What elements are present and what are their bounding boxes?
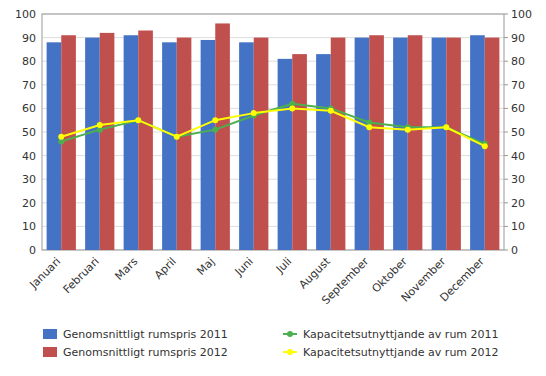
y2-tick-label: 30 bbox=[511, 173, 525, 186]
y-tick-label: 40 bbox=[22, 150, 36, 163]
legend-swatch bbox=[43, 329, 57, 339]
line bbox=[61, 104, 485, 144]
line-marker bbox=[58, 134, 64, 140]
bar bbox=[239, 42, 254, 250]
y2-tick-label: 40 bbox=[511, 150, 525, 163]
y-tick-label: 20 bbox=[22, 197, 36, 210]
y2-tick bbox=[504, 37, 508, 38]
x-tick-label: Juli bbox=[273, 255, 294, 276]
y2-tick-label: 60 bbox=[511, 102, 525, 115]
bar-series bbox=[61, 23, 499, 250]
legend-label: Kapacitetsutnyttjande av rum 2011 bbox=[303, 328, 499, 341]
line-marker bbox=[443, 124, 449, 130]
line-marker bbox=[135, 117, 141, 123]
y-tick-label: 70 bbox=[22, 79, 36, 92]
bar bbox=[100, 33, 115, 250]
bar bbox=[201, 40, 216, 250]
chart-container: 0 10 20 30 40 50 60 70 80 90 100 0 10 20 30 40 50 60 70 80 9… bbox=[0, 0, 546, 376]
line-marker bbox=[405, 127, 411, 133]
line-marker bbox=[366, 124, 372, 130]
line-marker bbox=[135, 117, 141, 123]
legend-swatch bbox=[43, 347, 57, 357]
y2-tick bbox=[504, 155, 508, 156]
legend-label: Genomsnittligt rumspris 2012 bbox=[63, 346, 228, 359]
bar bbox=[47, 42, 62, 250]
bar bbox=[162, 42, 177, 250]
bar bbox=[393, 38, 408, 250]
y-tick-label: 60 bbox=[22, 102, 36, 115]
y2-tick bbox=[504, 132, 508, 133]
y-tick-label: 90 bbox=[22, 32, 36, 45]
line-marker bbox=[212, 127, 218, 133]
line-marker bbox=[174, 134, 180, 140]
line bbox=[61, 108, 485, 146]
x-tick-label: September bbox=[319, 255, 372, 308]
bar bbox=[316, 54, 331, 250]
line-marker bbox=[289, 105, 295, 111]
line-marker bbox=[443, 124, 449, 130]
x-tick-label: Januari bbox=[26, 255, 63, 292]
bar bbox=[432, 38, 447, 250]
bar bbox=[215, 23, 230, 250]
bar bbox=[292, 54, 307, 250]
x-tick-label: August bbox=[296, 254, 333, 291]
y2-tick bbox=[504, 108, 508, 109]
y2-tick-label: 50 bbox=[511, 126, 525, 139]
grid bbox=[42, 14, 504, 250]
y2-tick-label: 0 bbox=[511, 244, 518, 257]
legend-label: Kapacitetsutnyttjande av rum 2012 bbox=[303, 346, 499, 359]
y2-tick-label: 90 bbox=[511, 32, 525, 45]
y2-tick-label: 80 bbox=[511, 55, 525, 68]
legend-swatch bbox=[287, 331, 293, 337]
line-marker bbox=[251, 110, 257, 116]
bar bbox=[278, 59, 293, 250]
y2-tick-label: 100 bbox=[511, 8, 532, 21]
bar bbox=[369, 35, 384, 250]
legend: Genomsnittligt rumspris 2011 Genomsnittli… bbox=[43, 328, 499, 359]
bar bbox=[446, 38, 461, 250]
x-tick-label: Juni bbox=[232, 255, 256, 279]
y2-tick bbox=[504, 226, 508, 227]
y-tick-label: 30 bbox=[22, 173, 36, 186]
bar bbox=[355, 38, 370, 250]
bar bbox=[331, 38, 346, 250]
x-tick-label: December bbox=[437, 255, 487, 305]
bar bbox=[408, 35, 423, 250]
line-series bbox=[58, 101, 488, 147]
legend-label: Genomsnittligt rumspris 2011 bbox=[63, 328, 228, 341]
x-tick-label: Mars bbox=[112, 255, 140, 283]
y-tick-label: 0 bbox=[29, 244, 36, 257]
y2-tick-label: 20 bbox=[511, 197, 525, 210]
y-tick-label: 100 bbox=[15, 8, 36, 21]
x-tick-label: April bbox=[152, 255, 179, 282]
y2-tick-label: 10 bbox=[511, 220, 525, 233]
bar bbox=[138, 31, 153, 250]
y2-tick bbox=[504, 61, 508, 62]
line-marker bbox=[328, 108, 334, 114]
y2-tick bbox=[504, 14, 508, 15]
x-tick-label: Maj bbox=[195, 255, 218, 278]
y2-tick bbox=[504, 179, 508, 180]
y2-tick-label: 70 bbox=[511, 79, 525, 92]
x-tick-label: Februari bbox=[61, 255, 102, 296]
plot-frame bbox=[42, 14, 504, 250]
y2-tick bbox=[504, 84, 508, 85]
marks bbox=[47, 23, 500, 250]
bar bbox=[85, 38, 100, 250]
line-marker bbox=[174, 134, 180, 140]
y-tick-label: 50 bbox=[22, 126, 36, 139]
bar bbox=[177, 38, 192, 250]
legend-swatch bbox=[287, 349, 293, 355]
y-tick-label: 10 bbox=[22, 220, 36, 233]
line-marker bbox=[482, 143, 488, 149]
line-series bbox=[58, 105, 488, 149]
line-marker bbox=[212, 117, 218, 123]
chart-svg: 0 10 20 30 40 50 60 70 80 90 100 0 10 20 30 40 50 60 70 80 9… bbox=[0, 0, 546, 376]
y2-tick bbox=[504, 250, 508, 251]
line-marker bbox=[97, 122, 103, 128]
bar bbox=[124, 35, 139, 250]
bar bbox=[254, 38, 269, 250]
y-tick-label: 80 bbox=[22, 55, 36, 68]
y2-tick bbox=[504, 202, 508, 203]
